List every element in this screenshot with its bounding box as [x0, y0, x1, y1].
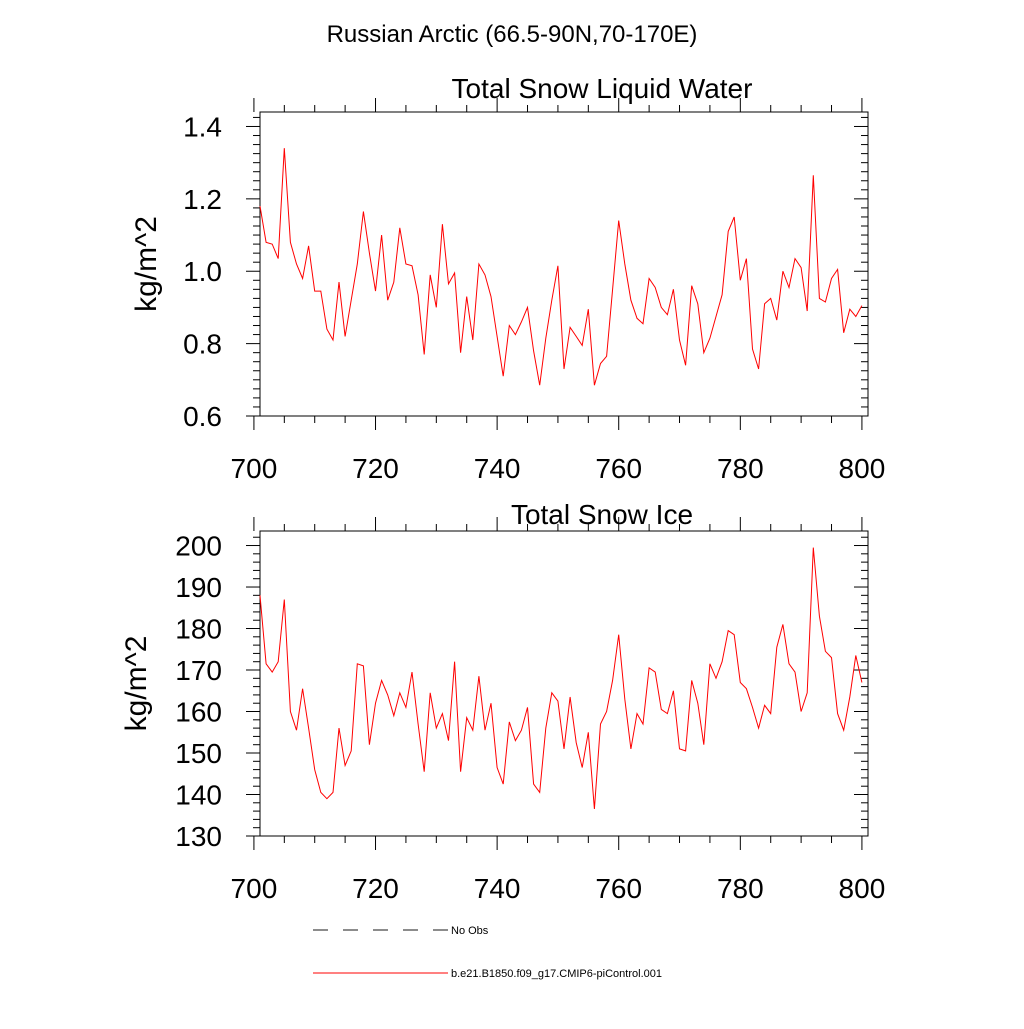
y-tick-label: 1.4 [183, 111, 222, 142]
panel-snow-liquid-water: Total Snow Liquid Water 700 720 740 760 780 80… [130, 73, 885, 484]
x-tick-label: 700 [231, 453, 278, 484]
y-tick-label: 0.6 [183, 401, 222, 432]
plot-frame [259, 111, 869, 417]
y-tick-label: 140 [175, 780, 222, 811]
x-tick-label: 740 [474, 453, 521, 484]
y-tick-label: 190 [175, 572, 222, 603]
y-axis-label: kg/m^2 [130, 216, 163, 312]
y-tick-label: 0.8 [183, 329, 222, 360]
main-title: Russian Arctic (66.5-90N,70-170E) [327, 21, 698, 48]
x-tick-label: 760 [595, 873, 642, 904]
y-tick-label: 170 [175, 655, 222, 686]
x-tick-label: 800 [839, 453, 886, 484]
y-tick-label: 180 [175, 614, 222, 645]
x-tick-label: 720 [352, 873, 399, 904]
plot-frame [259, 530, 869, 837]
series-line [259, 547, 863, 810]
legend: No Obs b.e21.B1850.f09_g17.CMIP6-piContr… [313, 925, 662, 980]
y-tick-label: 150 [175, 738, 222, 769]
x-tick-label: 720 [352, 453, 399, 484]
y-tick-label: 160 [175, 697, 222, 728]
series-line [259, 148, 863, 386]
y-tick-label: 130 [175, 821, 222, 852]
chart-title: Total Snow Liquid Water [452, 73, 753, 104]
x-tick-label: 780 [717, 873, 764, 904]
x-tick-label: 740 [474, 873, 521, 904]
legend-label-picontrol: b.e21.B1850.f09_g17.CMIP6-piControl.001 [451, 968, 662, 980]
panel-snow-ice: Total Snow Ice 700 720 740 760 780 800 130 140 15… [120, 499, 885, 904]
x-tick-label: 700 [231, 873, 278, 904]
chart-title: Total Snow Ice [511, 499, 693, 530]
y-tick-label: 1.0 [183, 256, 222, 287]
y-tick-label: 1.2 [183, 184, 222, 215]
x-tick-label: 780 [717, 453, 764, 484]
x-tick-label: 760 [595, 453, 642, 484]
legend-label-no-obs: No Obs [451, 925, 489, 937]
y-axis-label: kg/m^2 [120, 636, 153, 732]
y-tick-label: 200 [175, 531, 222, 562]
x-tick-label: 800 [839, 873, 886, 904]
